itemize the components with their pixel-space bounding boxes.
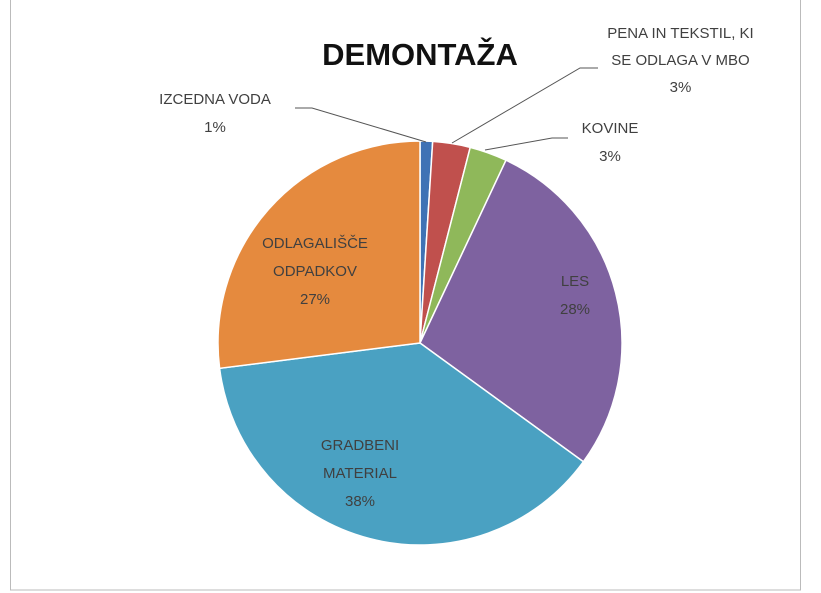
- slice-label: PENA IN TEKSTIL, KI SE ODLAGA V MBO 3%: [598, 20, 763, 101]
- pie-slice: [218, 342, 585, 546]
- slice-label: LES 28%: [525, 268, 625, 324]
- label-name: IZCEDNA VODA: [159, 91, 271, 108]
- label-name: GRADBENI MATERIAL: [320, 437, 400, 482]
- slice-label: IZCEDNA VODA 1%: [140, 86, 290, 142]
- chart-title: DEMONTAŽA: [322, 36, 518, 72]
- leader-line: [484, 137, 568, 151]
- slices: [217, 140, 623, 546]
- label-value: 28%: [559, 301, 591, 318]
- label-name: PENA IN TEKSTIL, KI SE ODLAGA V MBO: [607, 25, 754, 69]
- label-name: LES: [560, 273, 590, 290]
- pie-slice: [217, 140, 421, 370]
- label-name: ODLAGALIŠČE ODPADKOV: [262, 235, 368, 280]
- label-value: 27%: [299, 291, 331, 308]
- pie-slice: [419, 159, 623, 463]
- slice-label: KOVINE 3%: [560, 115, 660, 171]
- leader-line: [295, 107, 427, 143]
- label-value: 38%: [344, 493, 376, 510]
- leader-lines: [295, 67, 598, 151]
- slice-label: ODLAGALIŠČE ODPADKOV 27%: [245, 230, 385, 314]
- label-value: 3%: [599, 148, 621, 165]
- leader-line: [451, 67, 598, 144]
- slice-label: GRADBENI MATERIAL 38%: [300, 432, 420, 516]
- label-name: KOVINE: [581, 120, 639, 137]
- label-value: 1%: [204, 119, 226, 136]
- label-value: 3%: [669, 79, 692, 96]
